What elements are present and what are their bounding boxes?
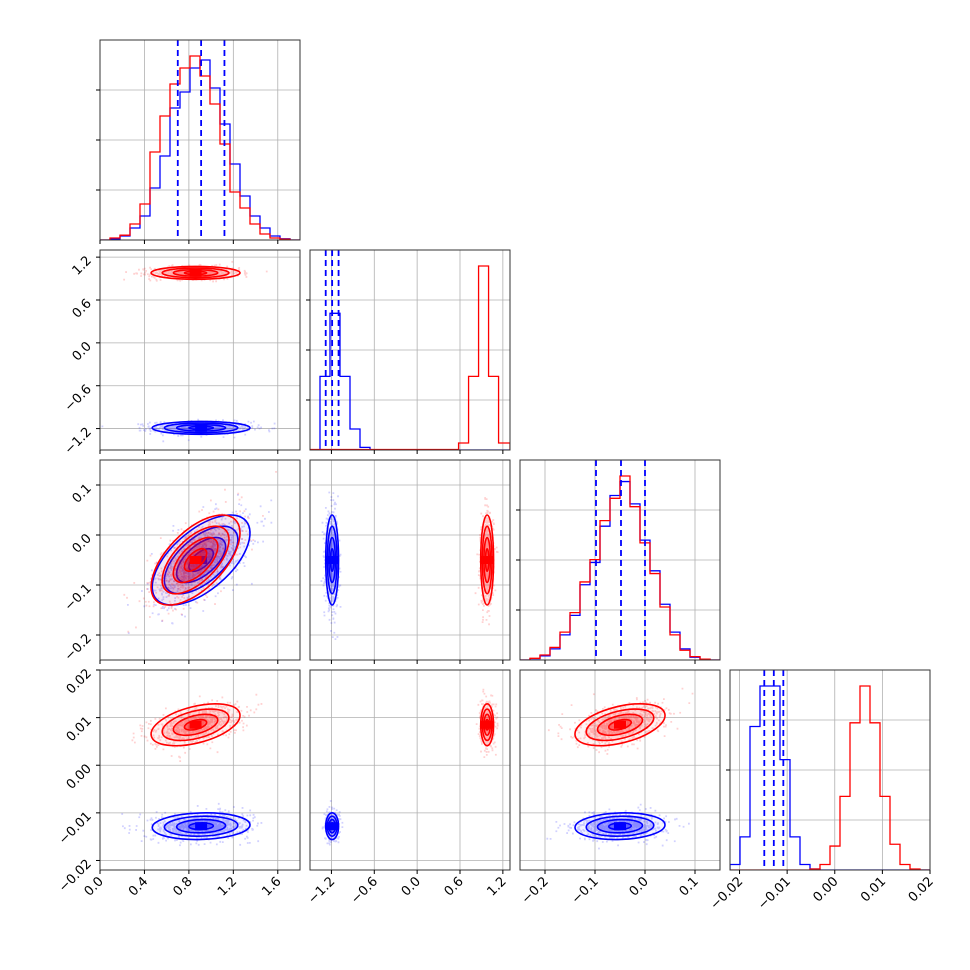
y-tick-label-1-0: −1.2 bbox=[62, 425, 95, 458]
peak-blue-3-2 bbox=[614, 822, 626, 831]
y-tick-label-3-2: 0.00 bbox=[64, 761, 95, 792]
peak-red-3-2 bbox=[614, 720, 626, 729]
y-tick-label-1-1: −0.6 bbox=[62, 382, 95, 415]
y-tick-label-2-3: 0.1 bbox=[70, 481, 95, 506]
x-tick-label-0-0: 0.0 bbox=[82, 874, 107, 899]
hist-blue-0 bbox=[100, 59, 300, 240]
y-tick-label-3-4: 0.02 bbox=[64, 666, 95, 697]
peak-blue-2-1 bbox=[326, 556, 339, 564]
y-tick-label-3-3: 0.01 bbox=[64, 714, 95, 745]
x-tick-label-0-3: 1.2 bbox=[215, 874, 240, 899]
hist-blue-2 bbox=[520, 480, 720, 660]
panel-2-1 bbox=[309, 459, 511, 664]
panel-0-0 bbox=[96, 39, 301, 244]
x-tick-label-3-3: 0.01 bbox=[858, 874, 889, 905]
hist-red-2 bbox=[520, 475, 720, 660]
x-tick-label-1-2: 0.0 bbox=[399, 874, 424, 899]
peak-blue-1-0 bbox=[195, 423, 208, 432]
peak-red-3-0 bbox=[189, 720, 202, 729]
x-tick-label-0-4: 1.6 bbox=[259, 874, 284, 899]
x-tick-label-2-3: 0.1 bbox=[677, 874, 702, 899]
y-tick-label-3-1: −0.01 bbox=[56, 809, 95, 848]
hist-blue-3 bbox=[730, 685, 930, 870]
x-tick-label-1-4: 1.2 bbox=[484, 874, 509, 899]
x-tick-label-0-1: 0.4 bbox=[126, 874, 151, 899]
hist-red-1 bbox=[310, 265, 510, 450]
panel-3-2: −0.2 −0.1 0.0 0.1 bbox=[519, 669, 721, 907]
panel-frame-2-1 bbox=[309, 459, 511, 661]
y-tick-label-1-4: 1.2 bbox=[70, 253, 95, 278]
x-tick-label-3-1: −0.01 bbox=[755, 874, 794, 913]
panel-2-0: −0.2 −0.1 0.0 0.1 bbox=[62, 459, 301, 664]
x-tick-label-3-0: −0.02 bbox=[708, 874, 747, 913]
x-tick-label-1-0: −1.2 bbox=[305, 874, 338, 907]
panel-1-0: −1.2 −0.6 0.0 0.6 1.2 bbox=[62, 249, 301, 458]
panel-frame-3-1 bbox=[309, 669, 511, 871]
y-tick-label-2-2: 0.0 bbox=[70, 531, 95, 556]
x-tick-label-2-0: −0.2 bbox=[519, 874, 552, 907]
hist-red-3 bbox=[730, 685, 930, 870]
panel-3-1: −1.2 −0.6 0.0 0.6 1.2 bbox=[305, 669, 511, 907]
panel-3-3: −0.02 −0.01 0.00 0.01 0.02 bbox=[708, 669, 937, 913]
x-tick-label-0-2: 0.8 bbox=[170, 874, 195, 899]
panel-frame-1-0 bbox=[99, 249, 301, 451]
peak-red-2-0 bbox=[189, 556, 202, 564]
panel-1-1 bbox=[306, 249, 511, 454]
x-tick-label-2-1: −0.1 bbox=[569, 874, 602, 907]
hist-blue-1 bbox=[310, 312, 510, 450]
y-tick-label-1-3: 0.6 bbox=[70, 296, 95, 321]
panel-3-0: 0.0 0.4 0.8 1.2 1.6−0.02−0.010.000.010.02 bbox=[56, 666, 301, 899]
hist-red-0 bbox=[100, 55, 300, 240]
panel-frame-3-0 bbox=[99, 669, 301, 871]
peak-blue-3-0 bbox=[195, 822, 208, 831]
peak-red-1-0 bbox=[189, 268, 202, 277]
x-tick-label-1-3: 0.6 bbox=[442, 874, 467, 899]
peak-red-3-1 bbox=[481, 720, 494, 729]
x-tick-label-1-1: −0.6 bbox=[348, 874, 381, 907]
panel-frame-2-0 bbox=[99, 459, 301, 661]
x-tick-label-3-4: 0.02 bbox=[906, 874, 937, 905]
peak-red-2-1 bbox=[481, 556, 494, 564]
panel-2-2 bbox=[516, 459, 721, 664]
y-tick-label-2-1: −0.1 bbox=[62, 581, 95, 614]
y-tick-label-2-0: −0.2 bbox=[62, 631, 95, 664]
x-tick-label-2-2: 0.0 bbox=[627, 874, 652, 899]
y-tick-label-1-2: 0.0 bbox=[70, 339, 95, 364]
x-tick-label-3-2: 0.00 bbox=[811, 874, 842, 905]
panel-frame-3-2 bbox=[519, 669, 721, 871]
peak-blue-3-1 bbox=[326, 822, 339, 831]
